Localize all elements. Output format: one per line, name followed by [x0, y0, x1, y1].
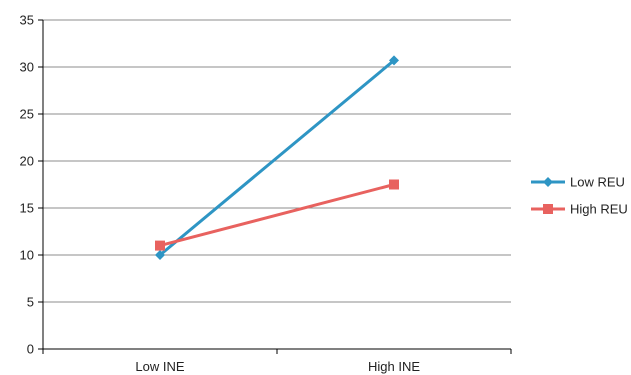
- series-line: [159, 183, 395, 248]
- data-point-marker: [389, 55, 399, 66]
- legend-label: Low REU: [570, 175, 625, 190]
- y-tick-label: 20: [20, 154, 34, 169]
- legend-marker: [543, 204, 553, 214]
- series-group: [155, 55, 399, 260]
- data-point-marker: [155, 250, 165, 260]
- series-1: [155, 179, 399, 251]
- y-tick-label: 35: [20, 13, 34, 28]
- legend: Low REU High REU: [531, 175, 628, 217]
- legend-item-1: High REU: [531, 202, 628, 217]
- series-line: [159, 59, 395, 257]
- legend-item-0: Low REU: [531, 175, 625, 190]
- legend-marker: [543, 177, 553, 187]
- y-tick-label: 5: [27, 295, 34, 310]
- x-tick-label: High INE: [368, 359, 420, 374]
- y-tick-label: 0: [27, 342, 34, 357]
- y-tick-label: 25: [20, 107, 34, 122]
- legend-label: High REU: [570, 202, 628, 217]
- series-0: [155, 55, 399, 260]
- y-tick-label: 30: [20, 60, 34, 75]
- x-axis-tick-labels: Low INE High INE: [135, 359, 420, 374]
- y-axis-tick-labels: 0 5 10 15 20 25 30 35: [20, 13, 34, 357]
- data-point-marker: [389, 179, 399, 190]
- grid-lines: [43, 19, 511, 303]
- data-point-marker: [155, 240, 165, 251]
- axes: [38, 19, 512, 354]
- y-tick-label: 15: [20, 201, 34, 216]
- x-tick-label: Low INE: [135, 359, 184, 374]
- y-tick-label: 10: [20, 248, 34, 263]
